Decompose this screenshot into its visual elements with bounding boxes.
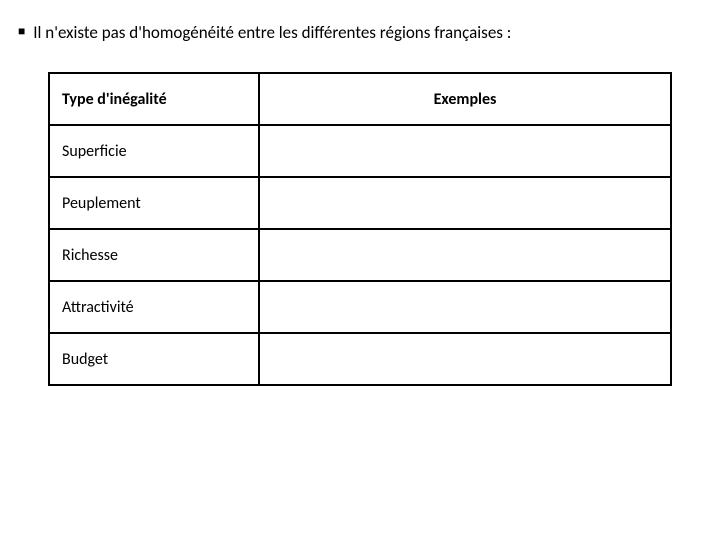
bullet-text: Il n'existe pas d'homogénéité entre les …: [33, 22, 511, 43]
row-label: Richesse: [49, 229, 259, 281]
row-example: [259, 229, 671, 281]
header-col-examples: Exemples: [259, 73, 671, 125]
row-example: [259, 177, 671, 229]
row-label: Attractivité: [49, 281, 259, 333]
table-row: Attractivité: [49, 281, 671, 333]
row-label: Budget: [49, 333, 259, 385]
row-example: [259, 125, 671, 177]
table-row: Richesse: [49, 229, 671, 281]
row-example: [259, 333, 671, 385]
table-row: Peuplement: [49, 177, 671, 229]
row-label: Peuplement: [49, 177, 259, 229]
row-example: [259, 281, 671, 333]
inequality-table: Type d'inégalité Exemples Superficie Peu…: [48, 72, 672, 386]
table-header-row: Type d'inégalité Exemples: [49, 73, 671, 125]
row-label: Superficie: [49, 125, 259, 177]
table-row: Budget: [49, 333, 671, 385]
bullet-marker-icon: ■: [18, 22, 25, 42]
table-row: Superficie: [49, 125, 671, 177]
header-col-type: Type d'inégalité: [49, 73, 259, 125]
bullet-line: ■ Il n'existe pas d'homogénéité entre le…: [18, 22, 511, 43]
